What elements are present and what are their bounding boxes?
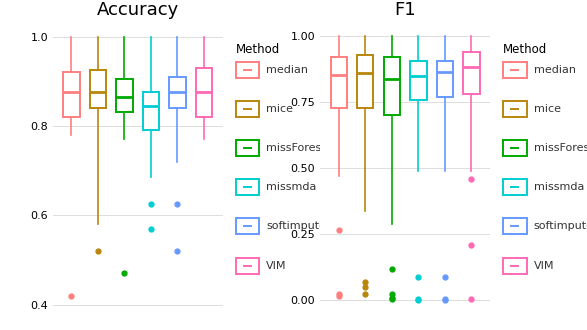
Text: softimpute: softimpute bbox=[534, 221, 587, 231]
PathPatch shape bbox=[90, 70, 106, 108]
FancyBboxPatch shape bbox=[503, 218, 527, 234]
PathPatch shape bbox=[116, 79, 133, 113]
PathPatch shape bbox=[63, 72, 80, 117]
FancyBboxPatch shape bbox=[236, 218, 259, 234]
Title: Accuracy: Accuracy bbox=[97, 1, 179, 19]
FancyBboxPatch shape bbox=[236, 179, 259, 195]
PathPatch shape bbox=[196, 68, 212, 117]
Text: missmda: missmda bbox=[534, 182, 584, 192]
FancyBboxPatch shape bbox=[236, 258, 259, 274]
Text: missForest: missForest bbox=[534, 143, 587, 153]
FancyBboxPatch shape bbox=[503, 258, 527, 274]
Title: F1: F1 bbox=[394, 1, 416, 19]
Text: softimpute: softimpute bbox=[266, 221, 326, 231]
Text: VIM: VIM bbox=[266, 261, 287, 271]
PathPatch shape bbox=[463, 52, 480, 94]
FancyBboxPatch shape bbox=[236, 62, 259, 78]
FancyBboxPatch shape bbox=[236, 140, 259, 156]
Text: median: median bbox=[534, 65, 576, 75]
PathPatch shape bbox=[383, 57, 400, 116]
FancyBboxPatch shape bbox=[503, 140, 527, 156]
Text: Method: Method bbox=[236, 44, 280, 56]
PathPatch shape bbox=[437, 61, 453, 97]
PathPatch shape bbox=[410, 61, 427, 100]
PathPatch shape bbox=[330, 57, 347, 108]
PathPatch shape bbox=[143, 92, 159, 130]
PathPatch shape bbox=[357, 55, 373, 108]
FancyBboxPatch shape bbox=[236, 101, 259, 117]
FancyBboxPatch shape bbox=[503, 179, 527, 195]
Text: missmda: missmda bbox=[266, 182, 316, 192]
Text: mice: mice bbox=[266, 104, 294, 114]
Text: Method: Method bbox=[503, 44, 547, 56]
Text: VIM: VIM bbox=[534, 261, 554, 271]
Text: median: median bbox=[266, 65, 308, 75]
Text: mice: mice bbox=[534, 104, 561, 114]
FancyBboxPatch shape bbox=[503, 62, 527, 78]
PathPatch shape bbox=[169, 77, 185, 108]
Text: missForest: missForest bbox=[266, 143, 326, 153]
FancyBboxPatch shape bbox=[503, 101, 527, 117]
